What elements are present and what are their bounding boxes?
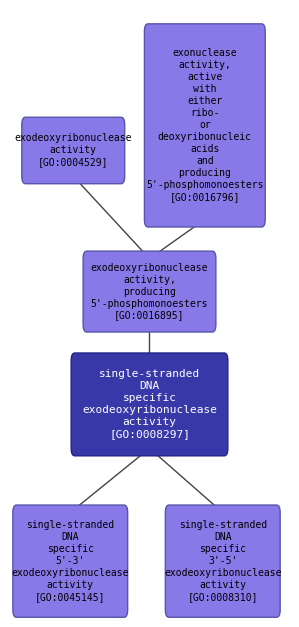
FancyBboxPatch shape xyxy=(13,505,128,617)
FancyBboxPatch shape xyxy=(22,117,125,184)
FancyBboxPatch shape xyxy=(71,353,228,456)
Text: single-stranded
DNA
specific
exodeoxyribonuclease
activity
[GO:0008297]: single-stranded DNA specific exodeoxyrib… xyxy=(82,369,217,440)
Text: exodeoxyribonuclease
activity,
producing
5'-phosphomonoesters
[GO:0016895]: exodeoxyribonuclease activity, producing… xyxy=(91,263,208,320)
Text: single-stranded
DNA
specific
3'-5'
exodeoxyribonuclease
activity
[GO:0008310]: single-stranded DNA specific 3'-5' exode… xyxy=(164,520,281,602)
Text: exodeoxyribonuclease
activity
[GO:0004529]: exodeoxyribonuclease activity [GO:000452… xyxy=(15,134,132,167)
FancyBboxPatch shape xyxy=(144,24,265,227)
FancyBboxPatch shape xyxy=(165,505,280,617)
Text: single-stranded
DNA
specific
5'-3'
exodeoxyribonuclease
activity
[GO:0045145]: single-stranded DNA specific 5'-3' exode… xyxy=(12,520,129,602)
FancyBboxPatch shape xyxy=(83,251,216,332)
Text: exonuclease
activity,
active
with
either
ribo-
or
deoxyribonucleic
acids
and
pro: exonuclease activity, active with either… xyxy=(146,48,263,203)
